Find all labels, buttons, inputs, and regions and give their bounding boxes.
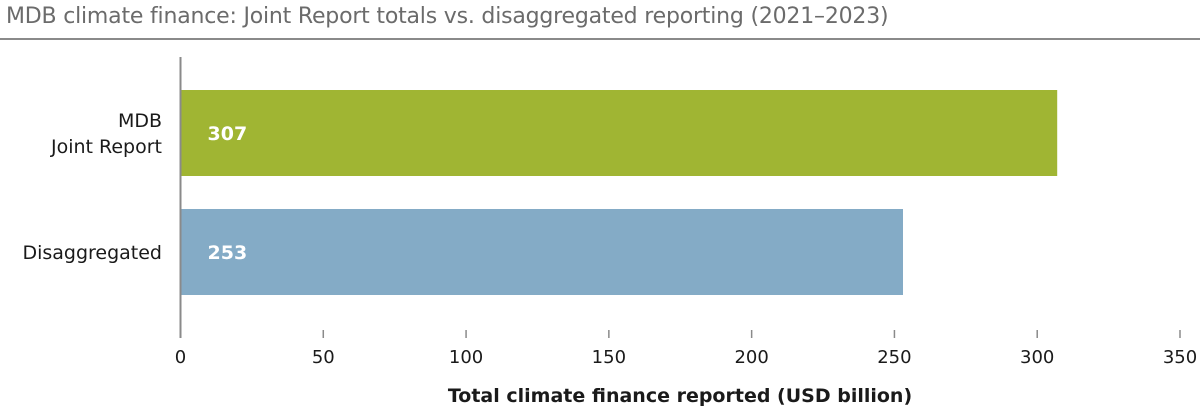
axis-layer: MDB Joint Report Disaggregated 0 50 100 150 200… — [22, 57, 1197, 368]
bar-data-label-0: 307 — [208, 123, 248, 145]
x-tick-label-0: 0 — [175, 347, 186, 368]
x-tick-label-6: 300 — [1020, 347, 1054, 368]
bars-layer: 307 253 — [180, 90, 1058, 295]
x-tick-label-1: 50 — [312, 347, 335, 368]
chart-title: MDB climate finance: Joint Report totals… — [6, 4, 889, 29]
x-tick-label-7: 350 — [1163, 347, 1197, 368]
bar-0 — [180, 90, 1058, 176]
bar-1 — [180, 209, 903, 295]
category-label-0-1: Joint Report — [50, 136, 162, 158]
x-tick-label-3: 150 — [592, 347, 626, 368]
bar-data-label-1: 253 — [208, 242, 248, 264]
x-tick-label-5: 250 — [877, 347, 911, 368]
x-tick-label-4: 200 — [734, 347, 768, 368]
category-label-1-0: Disaggregated — [22, 242, 162, 264]
title-divider — [0, 38, 1200, 40]
x-tick-label-2: 100 — [449, 347, 483, 368]
x-axis-label: Total climate finance reported (USD bill… — [448, 385, 912, 407]
category-label-0-0: MDB — [118, 110, 162, 132]
